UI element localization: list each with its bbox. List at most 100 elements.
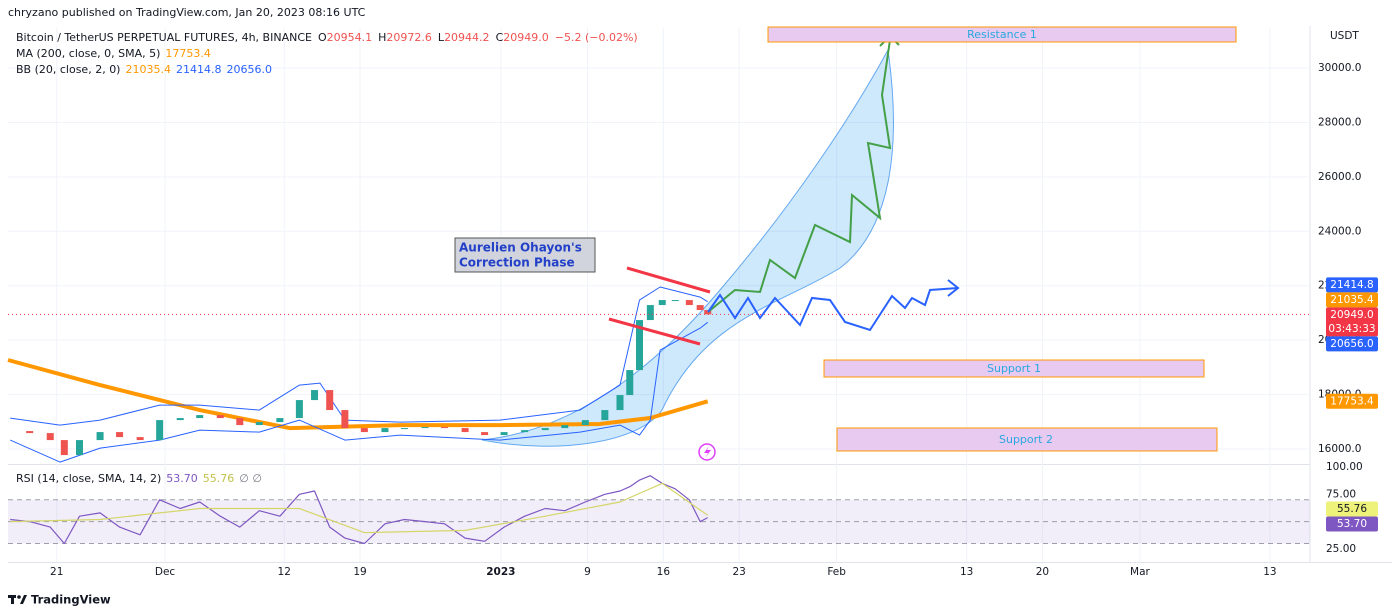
candle-body	[196, 415, 204, 419]
candle-body	[360, 428, 368, 433]
y-tick-label: 30000.0	[1318, 62, 1361, 74]
ohlc-key: O	[318, 31, 327, 44]
ohlc-key: L	[438, 31, 445, 44]
support-zone	[823, 359, 1205, 378]
candle-body	[96, 432, 104, 441]
price-label: 21035.4	[1330, 294, 1374, 306]
candle-body	[26, 431, 34, 434]
event-icon-bolt	[704, 446, 711, 458]
labels: 21Dec1219202391623Feb1320Mar1316000.0180…	[50, 62, 1378, 578]
x-tick-label: 12	[278, 566, 291, 578]
x-tick-label: Dec	[155, 566, 176, 578]
x-tick-label: 13	[1263, 566, 1276, 578]
candle-body	[176, 418, 184, 421]
candle-body	[136, 437, 144, 441]
price-label: 17753.4	[1330, 395, 1374, 407]
x-tick-label: Feb	[827, 566, 846, 578]
y-tick-label: 24000.0	[1318, 225, 1361, 237]
series-line	[7, 358, 709, 431]
phase-label: Correction Phase	[459, 256, 575, 270]
logo	[11, 595, 14, 604]
ohlc-value: 20972.6	[386, 31, 432, 44]
candle-body	[400, 428, 408, 430]
candle-body	[75, 440, 83, 456]
legend-value: 55.76	[203, 472, 235, 485]
candle-body	[601, 410, 609, 421]
legend-title: RSI (14, close, SMA, 14, 2)	[16, 472, 161, 485]
logo	[17, 595, 21, 599]
candle-body	[295, 400, 303, 419]
axis-unit: USDT	[1330, 30, 1359, 42]
x-tick-label: 2023	[486, 566, 515, 578]
candle-body	[255, 422, 263, 426]
candle-body	[60, 440, 68, 456]
price-label-box	[1326, 292, 1378, 308]
legend-value: 20656.0	[226, 63, 272, 76]
main-legend: Bitcoin / TetherUS PERPETUAL FUTURES, 4h…	[16, 31, 638, 44]
base-arrow	[947, 279, 960, 297]
legend-title: BB (20, close, 2, 0)	[16, 63, 120, 76]
projection-cone	[481, 48, 894, 447]
price-label: 21414.8	[1330, 279, 1373, 291]
candle-body	[616, 395, 624, 411]
legend-title: MA (200, close, 0, SMA, 5)	[16, 47, 160, 60]
price-label-box	[1326, 516, 1378, 532]
price-label: 20656.0	[1330, 338, 1373, 350]
price-label-box	[1326, 393, 1378, 409]
price-label: 55.76	[1337, 503, 1367, 515]
footer-brand: TradingView	[31, 593, 111, 607]
y-tick-label: 16000.0	[1318, 443, 1361, 455]
legend-value: 21035.4	[125, 63, 171, 76]
support-zone	[836, 427, 1218, 452]
candle-body	[626, 370, 634, 396]
price-label-box	[1326, 277, 1378, 293]
resistance-zone	[767, 26, 1237, 43]
candle-body	[216, 415, 224, 419]
legend-extra: ∅ ∅	[239, 472, 262, 485]
x-tick-label: 13	[960, 566, 973, 578]
ohlc: O20954.1 H20972.6 L20944.2 C20949.0 −5.2 (−0…	[318, 31, 638, 44]
series-line	[10, 475, 708, 545]
candle-body	[685, 300, 693, 306]
bb-legend: BB (20, close, 2, 0) 21035.4 21414.8 20656.…	[16, 63, 272, 76]
x-tick-label: 20	[1036, 566, 1049, 578]
candle-body	[116, 432, 124, 438]
legend-value: 17753.4	[165, 47, 211, 60]
countdown: 03:43:33	[1328, 323, 1375, 335]
candle-body	[704, 310, 712, 315]
support-label: Support 1	[987, 362, 1041, 375]
candle-body	[636, 320, 644, 371]
candle-body	[421, 427, 429, 429]
candle-body	[156, 420, 164, 441]
candle-body	[381, 428, 389, 433]
x-tick-label: 19	[353, 566, 366, 578]
base-path	[707, 287, 959, 332]
ohlc-key: C	[496, 31, 504, 44]
candle-body	[461, 428, 469, 433]
candle-body	[481, 432, 489, 436]
channel-top	[626, 266, 711, 294]
series-line	[9, 321, 709, 463]
channel-bottom	[608, 317, 701, 346]
grid	[8, 28, 1310, 562]
logo	[20, 595, 27, 604]
support-label: Support 2	[999, 433, 1053, 446]
candle-body	[561, 425, 569, 429]
legend-value: 21414.8	[176, 63, 222, 76]
legend-value: 53.70	[166, 472, 198, 485]
bull-path	[707, 39, 892, 313]
y-tick-label: 75.00	[1326, 488, 1356, 500]
ma-legend: MA (200, close, 0, SMA, 5) 17753.4	[16, 47, 211, 60]
candle-body	[236, 418, 244, 426]
price-label: 20949.0	[1330, 309, 1373, 321]
price-label-box	[1326, 501, 1378, 517]
candle-body	[46, 433, 54, 441]
x-tick-label: 16	[657, 566, 671, 578]
price-label-box	[1326, 307, 1378, 337]
y-tick-label: 100.00	[1326, 461, 1363, 473]
candle-body	[696, 305, 704, 311]
series-layer	[7, 286, 1310, 545]
candle-body	[341, 410, 349, 429]
resistance-label: Resistance 1	[967, 28, 1037, 41]
